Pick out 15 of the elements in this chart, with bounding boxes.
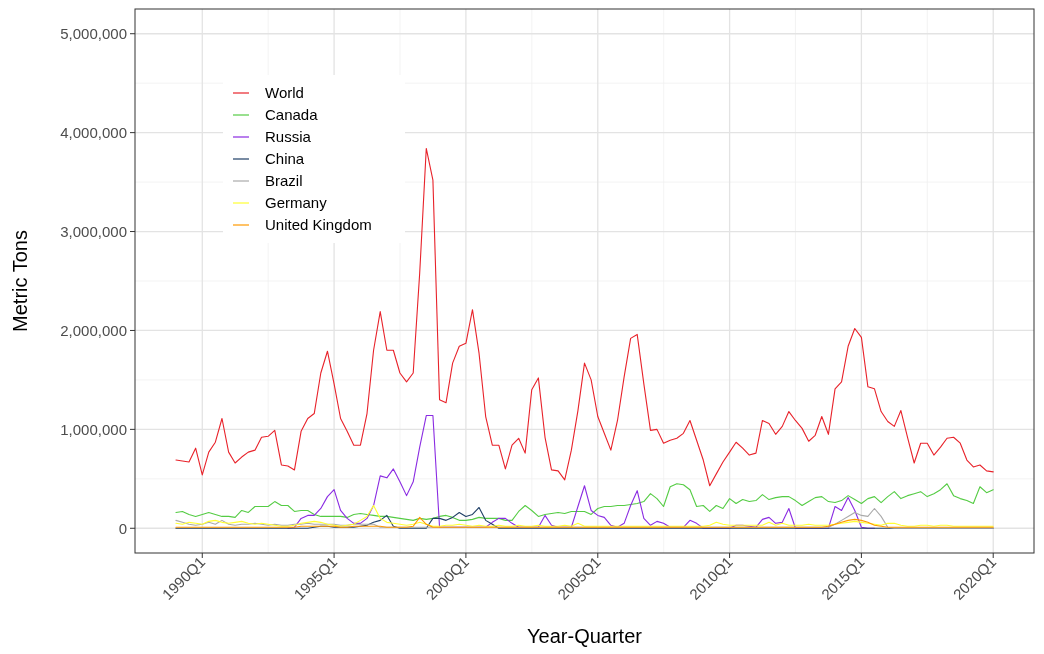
y-tick-label: 4,000,000 bbox=[60, 123, 127, 141]
y-tick-label: 5,000,000 bbox=[60, 24, 127, 42]
legend-label: Brazil bbox=[265, 172, 303, 190]
y-tick-label: 0 bbox=[118, 519, 127, 537]
y-tick-label: 2,000,000 bbox=[60, 321, 127, 339]
legend-label: Russia bbox=[265, 128, 312, 146]
y-axis-title: Metric Tons bbox=[9, 230, 31, 332]
y-tick-label: 3,000,000 bbox=[60, 222, 127, 240]
legend-label: Germany bbox=[265, 194, 328, 212]
legend-label: United Kingdom bbox=[265, 216, 372, 234]
y-tick-label: 1,000,000 bbox=[60, 420, 127, 438]
x-axis-title: Year-Quarter bbox=[527, 625, 643, 647]
legend-label: China bbox=[265, 150, 305, 168]
legend-label: Canada bbox=[265, 106, 319, 124]
legend-label: World bbox=[265, 84, 304, 102]
